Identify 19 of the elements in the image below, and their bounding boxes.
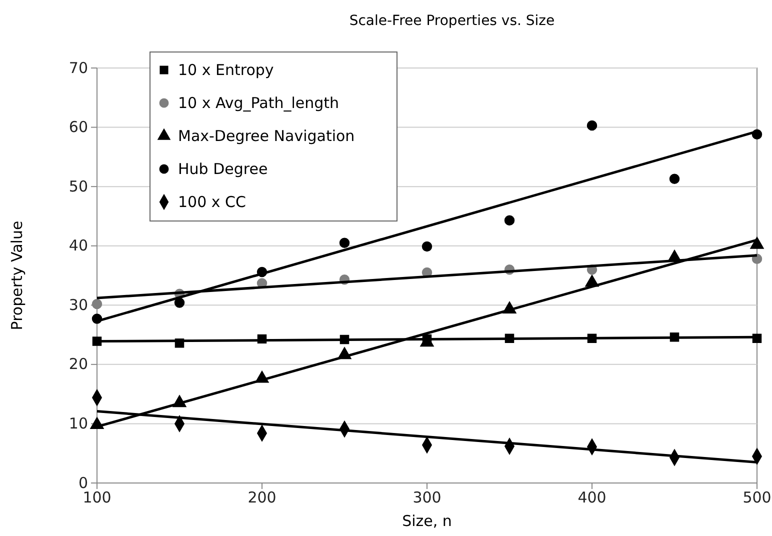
legend-label: 10 x Avg_Path_length <box>178 94 340 112</box>
x-axis-title: Size, n <box>402 512 452 530</box>
y-tick-label: 60 <box>68 118 88 136</box>
x-tick-label: 200 <box>248 488 276 507</box>
x-tick-label: 400 <box>578 488 606 507</box>
y-tick-label: 20 <box>68 355 88 374</box>
legend-label: 100 x CC <box>178 193 246 211</box>
y-axis-title: Property Value <box>8 220 26 330</box>
x-tick-label: 300 <box>412 488 442 507</box>
legend-label: Max-Degree Navigation <box>178 127 355 145</box>
y-tick-label: 40 <box>68 236 88 255</box>
y-tick-label: 30 <box>68 296 88 314</box>
legend-label: Hub Degree <box>178 160 268 178</box>
y-tick-label: 50 <box>68 177 88 196</box>
y-tick-label: 10 <box>68 414 88 433</box>
y-tick-label: 70 <box>68 58 88 77</box>
legend-label: 10 x Entropy <box>178 61 274 79</box>
x-tick-label: 500 <box>742 488 772 507</box>
chart-title: Scale-Free Properties vs. Size <box>349 13 555 29</box>
